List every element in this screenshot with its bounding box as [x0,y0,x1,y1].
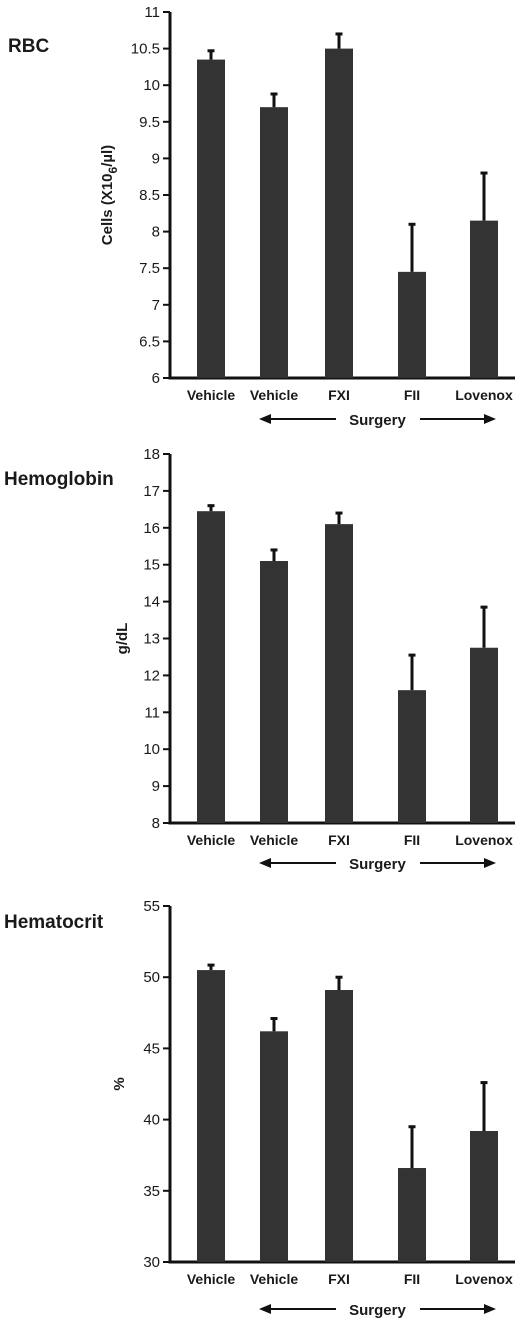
x-tick-label: Lovenox [455,832,513,848]
arrowhead-right [484,858,496,868]
y-tick-label: 45 [143,1040,160,1057]
y-axis-label: % [111,1077,128,1090]
group-label: Surgery [349,1302,406,1319]
y-tick-label: 8 [152,224,160,241]
y-tick-label: 55 [143,898,160,915]
bar [260,107,288,378]
y-tick-label: 6.5 [139,333,160,350]
x-tick-label: FII [404,1271,420,1287]
x-tick-label: Vehicle [250,832,298,848]
x-tick-label: FXI [328,832,350,848]
x-tick-label: Vehicle [187,832,235,848]
y-tick-label: 11 [144,4,160,21]
group-label: Surgery [349,856,406,873]
bar [470,220,498,378]
bar [197,511,225,823]
x-tick-label: FXI [328,387,350,403]
y-tick-label: 7 [152,297,160,314]
x-tick-label: Lovenox [455,1271,513,1287]
arrowhead-right [484,414,496,424]
y-axis-label: g/dL [114,623,131,655]
chart-panel-3: Hematocrit 30 35 40 45 50 55% Vehicle Vehicle FXI… [4,898,515,1319]
y-tick-label: 10 [143,741,160,758]
y-tick-label: 6 [152,370,160,387]
bar [325,990,353,1262]
arrowhead-left [259,1304,271,1314]
x-tick-label: Lovenox [455,387,513,403]
y-tick-label: 11 [144,704,160,721]
chart-title: RBC [8,36,49,57]
x-tick-label: FII [404,387,420,403]
chart-title: Hemoglobin [4,469,114,490]
bar [470,1130,498,1262]
y-tick-label: 7.5 [139,260,160,277]
bar [470,647,498,823]
x-tick-label: Vehicle [187,387,235,403]
bar [260,561,288,823]
y-axis-label-subscript: 6 [106,166,120,173]
bar [398,271,426,378]
bar [260,1031,288,1262]
y-axis-label-text: Cells (X10 [99,173,116,245]
bar [325,48,353,378]
chart-title: Hematocrit [4,912,104,933]
chart-panel-2: Hemoglobin 8 9 10 11 12 13 14 15 16 17 18 g/dL Vehicl… [4,446,515,873]
y-tick-label: 18 [143,446,160,463]
y-tick-label: 9 [152,778,160,795]
y-tick-label: 15 [143,557,160,574]
bar [197,59,225,378]
y-tick-label: 40 [143,1112,160,1129]
arrowhead-left [259,414,271,424]
y-tick-label: 16 [143,520,160,537]
y-axis-label: Cells (X106/µl) [99,145,120,245]
x-tick-label: Vehicle [250,387,298,403]
group-label: Surgery [349,412,406,429]
x-tick-label: Vehicle [250,1271,298,1287]
y-tick-label: 13 [143,631,160,648]
arrowhead-right [484,1304,496,1314]
y-tick-label: 10.5 [131,41,160,58]
bar [197,970,225,1262]
y-tick-label: 8 [152,815,160,832]
x-tick-label: Vehicle [187,1271,235,1287]
x-tick-label: FXI [328,1271,350,1287]
arrowhead-left [259,858,271,868]
y-tick-label: 9.5 [139,114,160,131]
y-tick-label: 50 [143,969,160,986]
bar [398,1168,426,1262]
x-tick-label: FII [404,832,420,848]
y-tick-label: 8.5 [139,187,160,204]
y-tick-label: 9 [152,150,160,167]
y-tick-label: 12 [143,667,160,684]
y-tick-label: 17 [143,483,160,500]
y-axis-label-suffix: /µl) [99,145,116,167]
y-tick-label: 35 [143,1183,160,1200]
bar [325,524,353,823]
y-tick-label: 30 [143,1254,160,1271]
bar [398,690,426,823]
y-tick-label: 14 [143,594,160,611]
y-tick-label: 10 [143,77,160,94]
